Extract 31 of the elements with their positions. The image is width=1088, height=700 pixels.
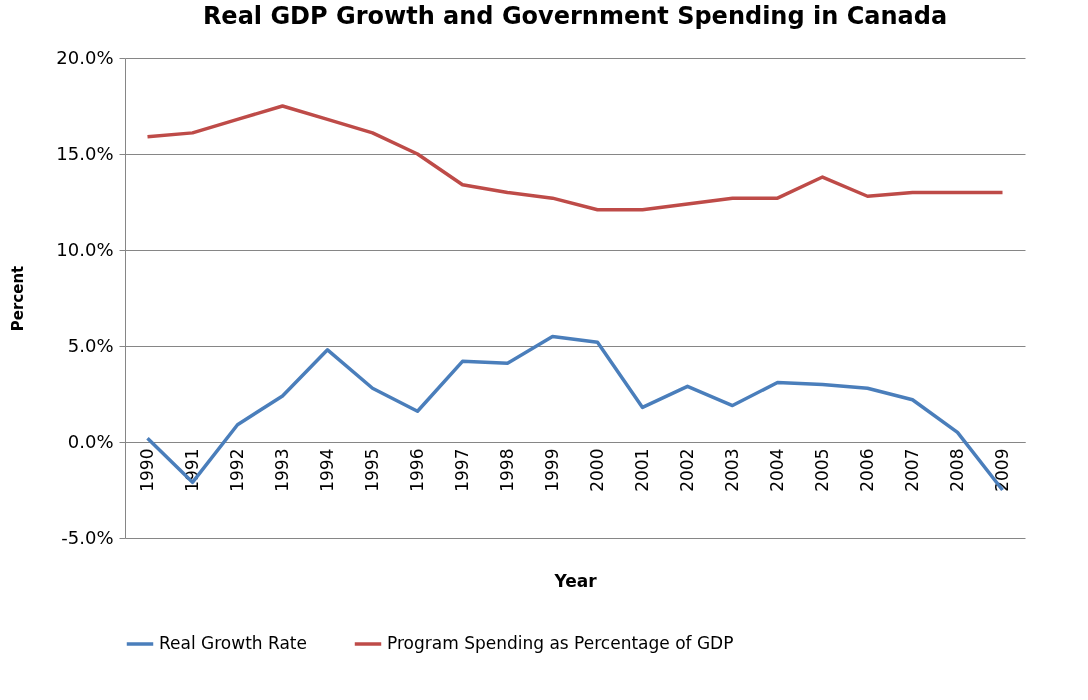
- x-axis-title: Year: [553, 570, 598, 591]
- x-tick-label: 2007: [902, 448, 922, 492]
- y-tick-label: 5.0%: [67, 334, 114, 356]
- x-tick-label: 1995: [362, 448, 382, 492]
- x-tick-label: 2001: [632, 448, 652, 492]
- legend-label: Real Growth Rate: [159, 633, 307, 653]
- x-tick-label: 1999: [542, 448, 562, 492]
- y-tick-label: 15.0%: [56, 142, 114, 164]
- x-tick-label: 1998: [497, 448, 517, 492]
- x-tick-label: 1993: [272, 448, 292, 492]
- x-tick-label: 2000: [587, 448, 607, 492]
- y-tick-label: 20.0%: [56, 46, 114, 68]
- x-tick-label: 2005: [812, 448, 832, 492]
- y-tick-label: 0.0%: [67, 430, 114, 452]
- x-tick-label: 2006: [857, 448, 877, 492]
- x-tick-label: 2009: [992, 448, 1012, 492]
- x-tick-label: 2003: [722, 448, 742, 492]
- x-tick-label: 1994: [317, 448, 337, 492]
- x-tick-label: 1990: [137, 448, 157, 492]
- legend-label: Program Spending as Percentage of GDP: [387, 633, 734, 653]
- x-tick-label: 1997: [452, 448, 472, 492]
- y-tick-label: -5.0%: [61, 526, 114, 548]
- y-axis-title: Percent: [9, 265, 28, 332]
- chart-title: Real GDP Growth and Government Spending in Canada: [202, 2, 948, 30]
- y-tick-label: 10.0%: [56, 238, 114, 260]
- x-tick-label: 2008: [947, 448, 967, 492]
- x-tick-label: 1992: [227, 448, 247, 492]
- x-tick-label: 2002: [677, 448, 697, 492]
- x-tick-label: 2004: [767, 448, 787, 492]
- x-tick-label: 1996: [407, 448, 427, 492]
- line-series: [145, 104, 1005, 212]
